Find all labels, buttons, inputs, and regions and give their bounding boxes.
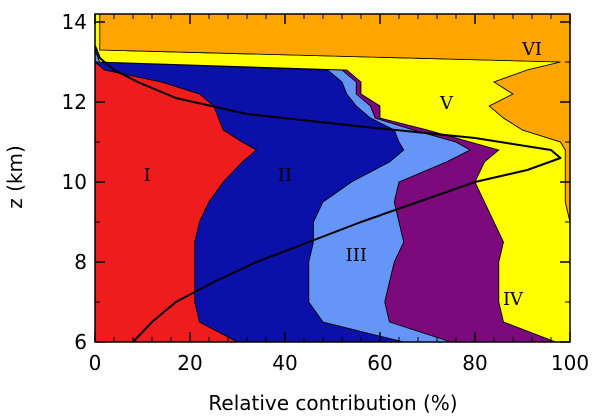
y-tick-label: 6 xyxy=(74,330,87,354)
y-tick-label: 8 xyxy=(74,250,87,274)
x-tick-label: 0 xyxy=(89,351,102,375)
region-label-vi: VI xyxy=(521,39,542,60)
x-tick-label: 100 xyxy=(551,351,589,375)
x-tick-label: 20 xyxy=(177,351,202,375)
region-label-ii: II xyxy=(278,165,292,186)
stacked-regions xyxy=(94,13,571,343)
profile-curve-group xyxy=(94,45,562,343)
y-tick-label: 10 xyxy=(62,170,87,194)
axes: 0 20 40 60 80 100 6 8 10 12 14 xyxy=(62,10,590,375)
profile-curve xyxy=(94,45,562,343)
x-axis-label: Relative contribution (%) xyxy=(208,391,457,415)
region-label-i: I xyxy=(144,165,151,186)
plot-frame xyxy=(94,13,571,343)
x-tick-label: 60 xyxy=(367,351,392,375)
region-label-iv: IV xyxy=(503,289,524,310)
region-label-v: V xyxy=(439,93,454,114)
y-tick-label: 12 xyxy=(62,90,87,114)
y-tick-label: 14 xyxy=(62,10,87,34)
y-axis-label: z (km) xyxy=(3,145,27,209)
x-tick-label: 40 xyxy=(272,351,297,375)
region-label-iii: III xyxy=(346,245,367,266)
x-tick-label: 80 xyxy=(462,351,487,375)
